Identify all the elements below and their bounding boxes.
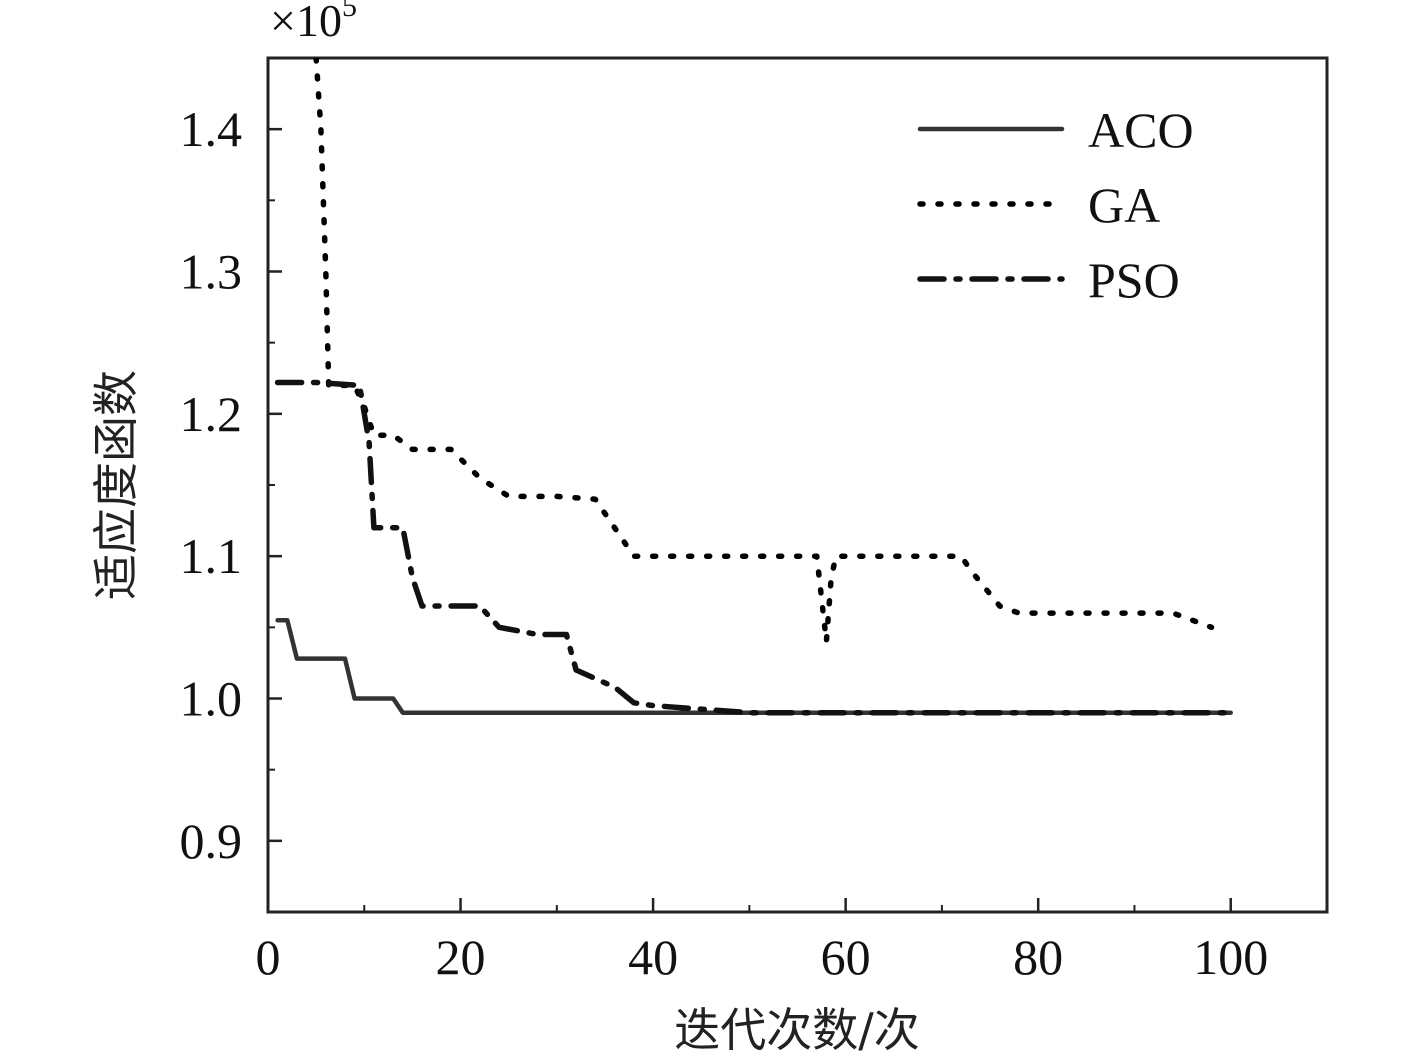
series-ga-line — [313, 58, 1215, 645]
x-tick-label: 80 — [1013, 929, 1063, 985]
y-multiplier-base: ×10 — [270, 0, 342, 46]
legend: ACO GA PSO — [917, 102, 1194, 308]
x-tick-label: 40 — [628, 929, 678, 985]
series-aco-line — [275, 617, 1233, 715]
legend-label-aco: ACO — [1088, 102, 1194, 158]
plot-frame — [266, 56, 1329, 914]
y-tick-label: 1.4 — [180, 101, 243, 157]
y-axis-title: 适应度函数 — [89, 370, 143, 600]
y-tick-label: 1.0 — [180, 671, 243, 727]
x-axis: 0 20 40 60 80 100 — [256, 898, 1268, 985]
y-multiplier-exp: 5 — [342, 0, 357, 23]
x-axis-title: 迭代次数/次 — [674, 1003, 920, 1057]
x-tick-label: 20 — [436, 929, 486, 985]
x-tick-label: 100 — [1193, 929, 1268, 985]
y-tick-label: 1.2 — [180, 386, 243, 442]
y-tick-label: 0.9 — [180, 813, 243, 869]
legend-label-pso: PSO — [1088, 252, 1180, 308]
x-tick-label: 60 — [821, 929, 871, 985]
y-multiplier: ×105 — [270, 0, 357, 46]
y-tick-label: 1.3 — [180, 244, 243, 300]
y-tick-label: 1.1 — [180, 528, 243, 584]
series-pso-line — [274, 379, 1234, 716]
series-layer — [274, 58, 1234, 716]
legend-label-ga: GA — [1088, 177, 1160, 233]
y-axis: 0.9 1.0 1.1 1.2 1.3 1.4 — [180, 101, 282, 869]
x-tick-label: 0 — [256, 929, 281, 985]
